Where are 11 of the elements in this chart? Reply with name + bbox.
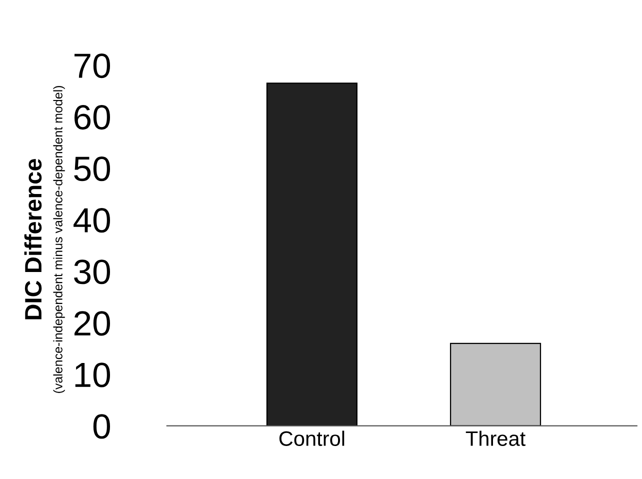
y-tick-label: 30 — [74, 260, 110, 284]
y-tick-label: 10 — [75, 362, 110, 388]
y-tick-label: 0 — [93, 414, 110, 439]
x-tick-label: Threat — [466, 430, 526, 446]
y-tick-label: 60 — [74, 105, 110, 130]
y-tick-label: 50 — [74, 156, 110, 182]
y-tick-label: 40 — [74, 208, 110, 233]
x-tick-label: Control — [279, 430, 344, 446]
y-axis-title: DIC Difference (valence-independent minus valence-dependent model) — [24, 86, 65, 393]
y-tick-label: 20 — [74, 311, 110, 336]
y-tick-label: 70 — [74, 53, 110, 78]
